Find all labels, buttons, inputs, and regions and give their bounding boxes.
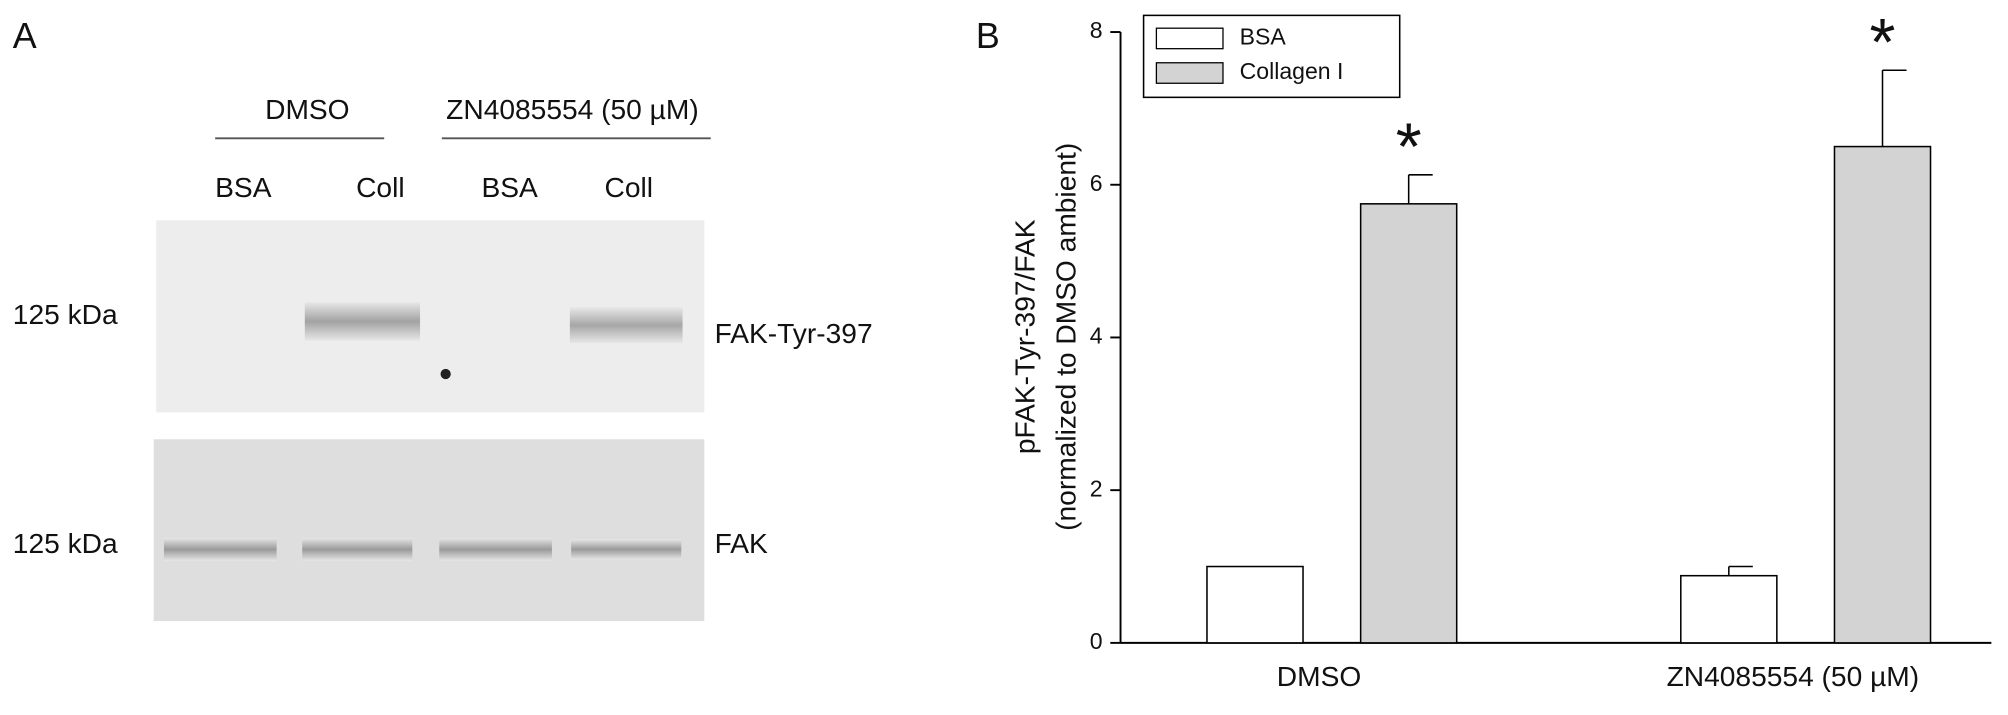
bar: [1680, 574, 1778, 644]
x-tick-label: DMSO: [1277, 660, 1361, 692]
band: [439, 537, 552, 561]
band: [302, 537, 413, 561]
legend-swatch: [1155, 62, 1224, 84]
bar: [1833, 145, 1932, 644]
lane-label: BSA: [482, 171, 539, 203]
lane-label: Coll: [356, 171, 405, 203]
legend-label: BSA: [1240, 24, 1287, 50]
size-label: 125 kDa: [13, 298, 118, 330]
y-tick-label: 6: [1090, 170, 1103, 196]
y-tick-label: 8: [1090, 17, 1103, 43]
panel-label: B: [976, 16, 1000, 56]
group-label: ZN4085554 (50 µM): [446, 93, 699, 125]
y-axis-label: pFAK-Tyr-397/FAK: [1008, 219, 1040, 454]
legend-label: Collagen I: [1240, 58, 1344, 84]
group-label: DMSO: [265, 93, 349, 125]
size-label: 125 kDa: [13, 527, 118, 559]
significance: *: [1396, 110, 1422, 184]
significance: *: [1870, 6, 1896, 80]
bar: [1206, 565, 1304, 644]
band: [163, 537, 277, 561]
legend-swatch: [1155, 27, 1224, 50]
band: [569, 307, 683, 344]
y-tick-label: 4: [1090, 323, 1103, 349]
spot: [440, 368, 451, 380]
panel-label: A: [13, 16, 37, 56]
lane-label: Coll: [605, 171, 654, 203]
y-axis-label: (normalized to DMSO ambient): [1049, 143, 1081, 531]
band: [304, 302, 421, 341]
band: [571, 539, 682, 560]
row-label: FAK-Tyr-397: [715, 317, 873, 349]
bar: [1359, 203, 1458, 644]
blot: [153, 439, 705, 622]
row-label: FAK: [715, 527, 768, 559]
lane-label: BSA: [215, 171, 272, 203]
y-tick-label: 2: [1090, 475, 1103, 501]
y-tick-label: 0: [1090, 628, 1103, 654]
x-tick-label: ZN4085554 (50 µM): [1667, 660, 1920, 692]
